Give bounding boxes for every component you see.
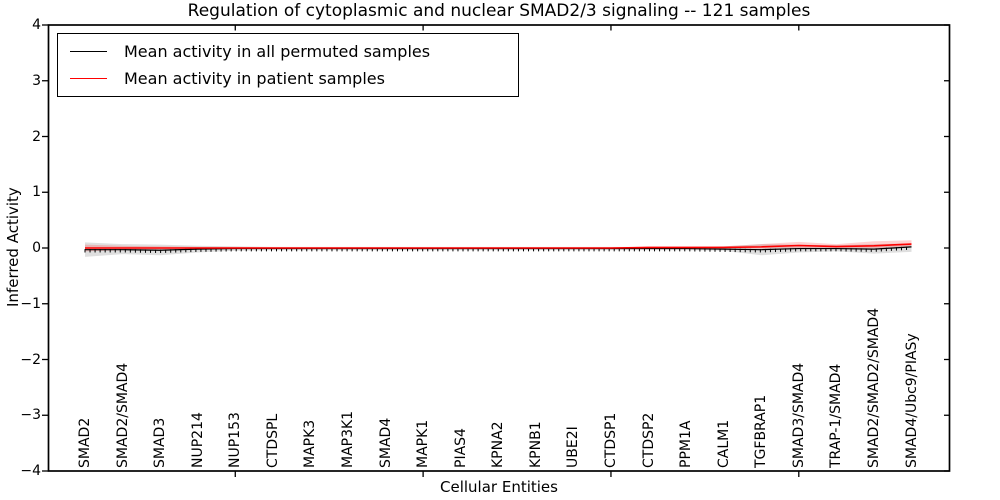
line-series-1 bbox=[85, 243, 912, 249]
x-category-label: KPNA2 bbox=[490, 421, 507, 468]
y-tick-label: 4 bbox=[32, 17, 41, 33]
y-tick-label: −2 bbox=[20, 351, 41, 368]
x-category-label: TRAP-1/SMAD4 bbox=[828, 363, 845, 468]
y-tick-label: −1 bbox=[20, 295, 41, 312]
y-tick-label: 2 bbox=[32, 128, 41, 145]
x-category-label: MAPK3 bbox=[302, 419, 319, 468]
x-axis-label: Cellular Entities bbox=[440, 478, 558, 496]
x-category-label: SMAD4 bbox=[377, 417, 394, 468]
legend-item-label: Mean activity in patient samples bbox=[124, 69, 385, 88]
x-category-label: SMAD2/SMAD2/SMAD4 bbox=[865, 307, 882, 468]
x-category-label: CTDSP2 bbox=[640, 412, 657, 468]
legend-line-sample bbox=[70, 51, 107, 52]
x-category-label: KPNB1 bbox=[527, 421, 544, 468]
x-category-label: PIAS4 bbox=[452, 428, 469, 468]
x-category-label: TGFBRAP1 bbox=[753, 394, 770, 468]
x-category-label: MAP3K1 bbox=[339, 410, 356, 468]
x-category-label: SMAD3 bbox=[152, 417, 169, 468]
x-category-label: CTDSP1 bbox=[602, 412, 619, 468]
y-tick-label: −4 bbox=[20, 463, 41, 479]
legend: Mean activity in all permuted samples Mea… bbox=[57, 33, 519, 97]
x-category-label: NUP214 bbox=[189, 412, 206, 468]
x-category-label: SMAD3/SMAD4 bbox=[790, 362, 807, 468]
x-category-label: MAPK1 bbox=[415, 419, 432, 468]
x-category-label: SMAD2 bbox=[77, 417, 93, 468]
x-category-label: PPM1A bbox=[678, 420, 695, 468]
legend-item: Mean activity in patient samples bbox=[58, 69, 518, 88]
y-tick-label: 1 bbox=[32, 184, 41, 201]
y-tick-label: 0 bbox=[32, 240, 41, 256]
y-tick-label: −3 bbox=[20, 407, 41, 424]
legend-item-label: Mean activity in all permuted samples bbox=[124, 42, 431, 61]
y-tick-label: 3 bbox=[32, 72, 41, 89]
chart-title: Regulation of cytoplasmic and nuclear SM… bbox=[187, 1, 811, 21]
x-category-label: SMAD2/SMAD4 bbox=[114, 362, 131, 468]
x-category-label: NUP153 bbox=[227, 412, 244, 468]
x-category-label: CTDSPL bbox=[264, 413, 281, 468]
x-category-label: SMAD4/Ubc9/PIASy bbox=[903, 333, 920, 468]
legend-item: Mean activity in all permuted samples bbox=[58, 42, 518, 61]
x-category-label: CALM1 bbox=[715, 419, 732, 468]
legend-line-sample bbox=[70, 78, 107, 79]
x-category-label: UBE2I bbox=[565, 426, 582, 468]
